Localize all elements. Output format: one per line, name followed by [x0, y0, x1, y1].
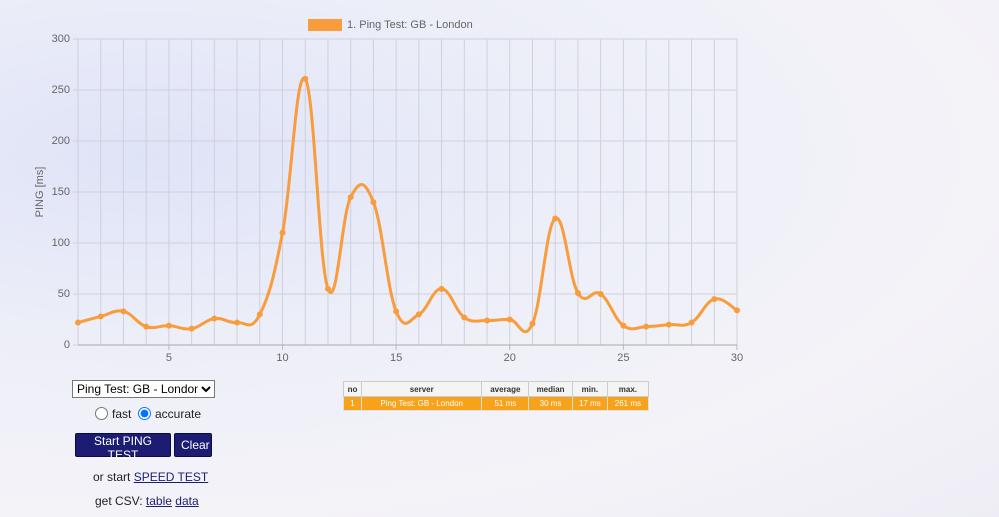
x-tick-label: 15	[390, 352, 402, 364]
ping-point	[643, 323, 650, 330]
ping-point	[370, 199, 377, 206]
fast-label: fast	[112, 407, 132, 421]
y-tick-label: 200	[52, 135, 70, 147]
chart: PING [ms] 0 50 100 150 200 250 300 5 10 15 20 25 30 1…	[34, 19, 743, 364]
ping-point	[75, 319, 81, 326]
speed-line: or start SPEED TEST	[93, 470, 208, 484]
ping-point	[461, 314, 468, 321]
x-tick-label: 10	[276, 352, 288, 364]
ping-point	[393, 308, 400, 315]
x-tick-label: 30	[731, 352, 743, 364]
y-tick-label: 250	[52, 84, 70, 96]
ping-point	[552, 215, 559, 222]
csv-line: get CSV: table data	[95, 494, 199, 508]
ping-point	[574, 289, 581, 296]
ping-point	[324, 285, 331, 292]
table-link[interactable]: table	[145, 494, 172, 508]
legend-swatch	[308, 19, 342, 31]
header-row: no server average median min. max.	[343, 381, 650, 397]
start-button[interactable]: Start PING TEST	[75, 433, 171, 462]
ping-point	[188, 325, 195, 332]
data-cell: 1	[343, 396, 362, 411]
ping-point	[211, 315, 218, 322]
y-tick-label: 100	[52, 237, 70, 249]
data-link[interactable]: data	[175, 494, 199, 508]
header-cell: max.	[606, 381, 650, 397]
ping-point	[597, 291, 604, 297]
data-cell: 261 ms	[606, 396, 650, 411]
y-tick-label: 0	[64, 339, 70, 351]
ping-point	[97, 313, 104, 320]
ping-point	[302, 75, 309, 82]
x-tick-label: 20	[504, 352, 516, 364]
ping-point	[529, 320, 536, 327]
ping-point	[120, 308, 127, 315]
data-cell: 30 ms	[528, 396, 573, 411]
ping-point	[415, 311, 422, 318]
y-tick-label: 50	[58, 288, 70, 300]
x-tick-label: 25	[617, 352, 629, 364]
ping-point	[620, 322, 627, 329]
server-select[interactable]: Ping Test: GB - London	[72, 380, 215, 398]
ping-point	[234, 319, 241, 326]
fast-radio[interactable]: fast	[95, 407, 131, 421]
speed-test-link[interactable]: SPEED TEST	[133, 470, 209, 484]
ping-point	[279, 229, 286, 236]
header-cell: average	[481, 381, 530, 397]
ping-line	[77, 76, 738, 334]
clear-button[interactable]: Clear	[174, 433, 212, 457]
or-start: or start	[93, 470, 131, 484]
header-cell: no	[343, 381, 362, 397]
data-cell: 51 ms	[481, 396, 530, 411]
header-cell: min.	[571, 381, 608, 397]
ping-point	[165, 322, 172, 329]
y-axis-label: PING [ms]	[34, 167, 46, 218]
server-select-wrap: Ping Test: GB - London	[72, 380, 215, 398]
data-row: 1 Ping Test: GB - London 51 ms 30 ms 17 ms 26…	[343, 396, 650, 411]
accurate-label: accurate	[155, 407, 202, 421]
ping-point	[438, 285, 445, 292]
header-cell: server	[360, 381, 483, 397]
data-cell: 17 ms	[571, 396, 608, 411]
ping-point	[506, 316, 513, 323]
results-table: no server average median min. max. 1 Ping Test:…	[343, 381, 650, 411]
ping-point	[711, 296, 718, 303]
ping-point	[665, 321, 672, 328]
ping-point	[143, 323, 150, 330]
x-tick-label: 5	[166, 352, 172, 364]
ping-point	[256, 311, 263, 318]
ping-point	[347, 194, 354, 201]
ping-point	[484, 317, 491, 324]
header-cell: median	[528, 381, 573, 397]
data-cell: Ping Test: GB - London	[360, 396, 483, 411]
y-tick-label: 300	[52, 33, 70, 45]
legend-label: 1. Ping Test: GB - London	[347, 19, 473, 31]
ping-point	[688, 319, 695, 326]
ping-point	[734, 307, 740, 314]
y-tick-label: 150	[52, 186, 70, 198]
accurate-radio[interactable]: accurate	[138, 407, 201, 421]
get-csv: get CSV:	[95, 494, 143, 508]
